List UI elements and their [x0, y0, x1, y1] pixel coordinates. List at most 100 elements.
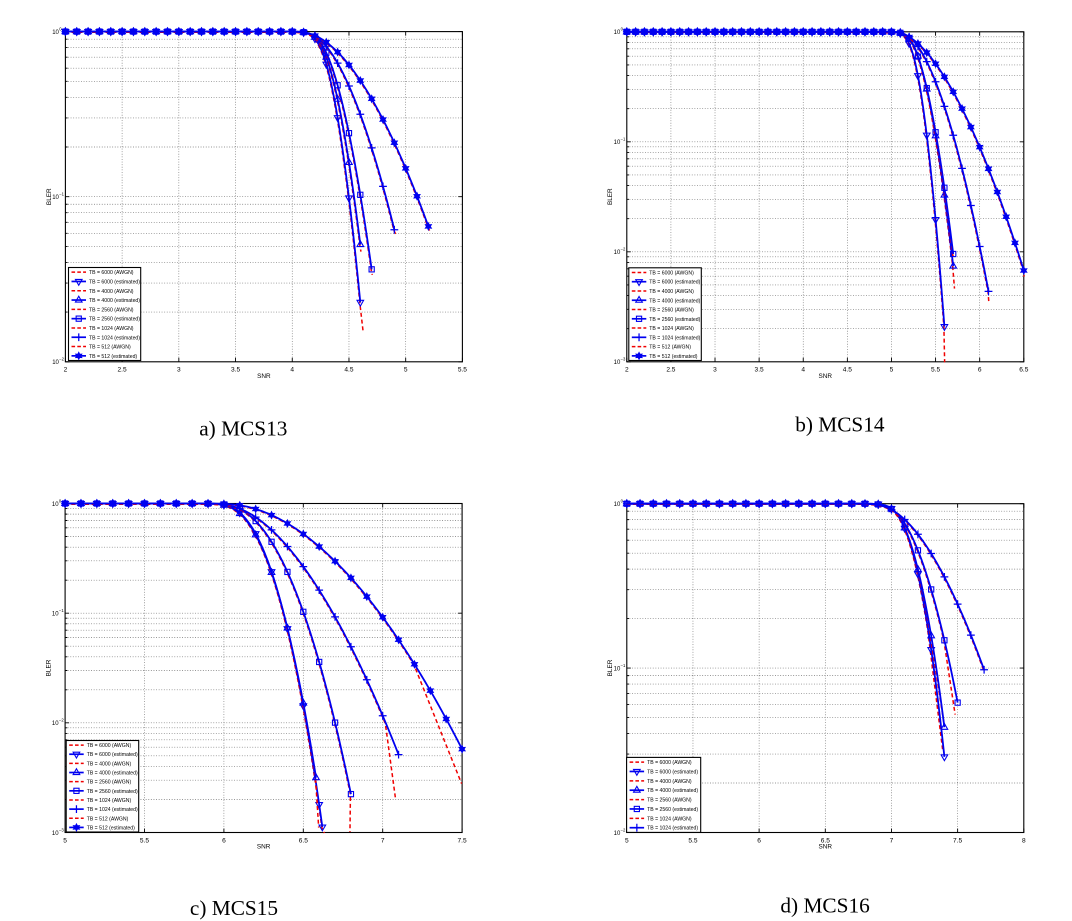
svg-text:TB = 1024 (estimated): TB = 1024 (estimated) [649, 335, 700, 341]
svg-text:TB = 1024 (AWGN): TB = 1024 (AWGN) [89, 326, 134, 332]
svg-text:−2: −2 [621, 827, 626, 832]
svg-text:0: 0 [59, 26, 62, 31]
svg-text:TB = 1024 (AWGN): TB = 1024 (AWGN) [647, 816, 692, 822]
svg-text:TB = 4000 (estimated): TB = 4000 (estimated) [87, 771, 138, 777]
svg-text:TB = 1024 (AWGN): TB = 1024 (AWGN) [649, 326, 694, 332]
svg-text:10: 10 [614, 831, 621, 837]
svg-text:TB = 512 (estimated): TB = 512 (estimated) [87, 825, 135, 831]
svg-text:0: 0 [621, 499, 624, 504]
svg-text:5: 5 [63, 837, 67, 844]
svg-text:−2: −2 [59, 718, 64, 723]
svg-text:6: 6 [978, 367, 982, 374]
svg-text:TB = 4000 (estimated): TB = 4000 (estimated) [649, 298, 700, 304]
svg-text:TB = 6000 (estimated): TB = 6000 (estimated) [649, 280, 700, 286]
svg-text:2: 2 [64, 367, 68, 374]
svg-text:TB = 2560 (estimated): TB = 2560 (estimated) [87, 789, 138, 795]
svg-text:TB = 512 (AWGN): TB = 512 (AWGN) [89, 345, 131, 351]
svg-text:TB = 4000 (AWGN): TB = 4000 (AWGN) [89, 289, 134, 295]
svg-text:BLER: BLER [607, 659, 614, 676]
svg-text:TB = 4000 (AWGN): TB = 4000 (AWGN) [647, 779, 692, 785]
svg-text:10: 10 [614, 140, 621, 146]
svg-text:10: 10 [614, 502, 621, 508]
svg-text:−1: −1 [59, 192, 64, 197]
svg-text:3.5: 3.5 [755, 367, 764, 374]
svg-text:a) MCS13: a) MCS13 [199, 416, 287, 440]
svg-text:10: 10 [52, 30, 59, 36]
svg-text:TB = 6000 (estimated): TB = 6000 (estimated) [647, 769, 698, 775]
svg-text:7: 7 [890, 837, 894, 844]
svg-text:TB = 512 (AWGN): TB = 512 (AWGN) [649, 345, 691, 351]
svg-text:7.5: 7.5 [458, 837, 467, 844]
svg-text:5.5: 5.5 [931, 367, 940, 374]
svg-text:SNR: SNR [257, 373, 271, 380]
svg-text:10: 10 [52, 502, 59, 508]
svg-text:c) MCS15: c) MCS15 [190, 896, 278, 920]
svg-text:TB = 4000 (estimated): TB = 4000 (estimated) [647, 788, 698, 794]
svg-text:10: 10 [52, 195, 59, 201]
svg-text:TB = 2560 (AWGN): TB = 2560 (AWGN) [89, 307, 134, 313]
svg-text:10: 10 [52, 612, 59, 618]
svg-text:TB = 1024 (estimated): TB = 1024 (estimated) [89, 335, 140, 341]
svg-text:TB = 2560 (estimated): TB = 2560 (estimated) [649, 317, 700, 323]
svg-text:7: 7 [381, 837, 385, 844]
svg-text:TB = 512 (estimated): TB = 512 (estimated) [649, 354, 697, 360]
svg-text:10: 10 [52, 831, 59, 837]
svg-text:SNR: SNR [257, 844, 271, 851]
svg-text:2: 2 [625, 367, 629, 374]
svg-text:5: 5 [625, 837, 629, 844]
svg-text:6: 6 [757, 837, 761, 844]
svg-text:BLER: BLER [46, 659, 53, 676]
svg-text:SNR: SNR [819, 844, 833, 851]
svg-text:8: 8 [1022, 837, 1026, 844]
svg-text:TB = 4000 (estimated): TB = 4000 (estimated) [89, 298, 140, 304]
svg-text:5: 5 [404, 367, 408, 374]
svg-text:3: 3 [713, 367, 717, 374]
svg-text:5: 5 [890, 367, 894, 374]
svg-text:−2: −2 [59, 357, 64, 362]
svg-text:3.5: 3.5 [231, 367, 240, 374]
svg-text:5.5: 5.5 [458, 367, 467, 374]
svg-text:0: 0 [59, 498, 62, 503]
svg-text:TB = 6000 (estimated): TB = 6000 (estimated) [87, 752, 138, 758]
svg-text:5.5: 5.5 [688, 837, 697, 844]
svg-text:TB = 4000 (AWGN): TB = 4000 (AWGN) [87, 761, 132, 767]
svg-text:TB = 1024 (estimated): TB = 1024 (estimated) [647, 826, 698, 832]
svg-text:SNR: SNR [819, 373, 833, 380]
svg-text:−2: −2 [621, 247, 626, 252]
svg-text:10: 10 [614, 360, 621, 366]
svg-text:10: 10 [614, 30, 621, 36]
svg-text:TB = 2560 (estimated): TB = 2560 (estimated) [647, 807, 698, 813]
svg-text:10: 10 [52, 360, 59, 366]
svg-text:TB = 6000 (estimated): TB = 6000 (estimated) [89, 279, 140, 285]
svg-text:TB = 512 (estimated): TB = 512 (estimated) [89, 354, 137, 360]
svg-text:3: 3 [177, 367, 181, 374]
svg-text:TB = 512 (AWGN): TB = 512 (AWGN) [87, 816, 129, 822]
svg-text:TB = 4000 (AWGN): TB = 4000 (AWGN) [649, 289, 694, 295]
svg-text:7.5: 7.5 [953, 837, 962, 844]
svg-text:TB = 6000 (AWGN): TB = 6000 (AWGN) [89, 270, 134, 276]
svg-text:4: 4 [801, 367, 805, 374]
svg-text:BLER: BLER [607, 188, 614, 205]
svg-text:d) MCS16: d) MCS16 [780, 893, 870, 917]
svg-text:TB = 2560 (AWGN): TB = 2560 (AWGN) [647, 798, 692, 804]
svg-text:4: 4 [290, 367, 294, 374]
svg-text:BLER: BLER [46, 188, 53, 205]
svg-text:5.5: 5.5 [140, 837, 149, 844]
svg-text:6: 6 [222, 837, 226, 844]
svg-text:10: 10 [614, 667, 621, 673]
svg-text:4.5: 4.5 [843, 367, 852, 374]
svg-text:0: 0 [621, 27, 624, 32]
svg-text:−3: −3 [59, 827, 64, 832]
svg-text:−3: −3 [621, 357, 626, 362]
svg-text:TB = 2560 (AWGN): TB = 2560 (AWGN) [649, 308, 694, 314]
svg-text:−1: −1 [621, 663, 626, 668]
svg-text:6.5: 6.5 [821, 837, 830, 844]
svg-text:TB = 6000 (AWGN): TB = 6000 (AWGN) [649, 270, 694, 276]
svg-text:−1: −1 [59, 608, 64, 613]
svg-text:TB = 2560 (estimated): TB = 2560 (estimated) [89, 317, 140, 323]
svg-text:TB = 1024 (estimated): TB = 1024 (estimated) [87, 807, 138, 813]
svg-text:10: 10 [52, 721, 59, 727]
svg-text:2.5: 2.5 [666, 367, 675, 374]
svg-text:6.5: 6.5 [1019, 367, 1028, 374]
svg-text:10: 10 [614, 250, 621, 256]
